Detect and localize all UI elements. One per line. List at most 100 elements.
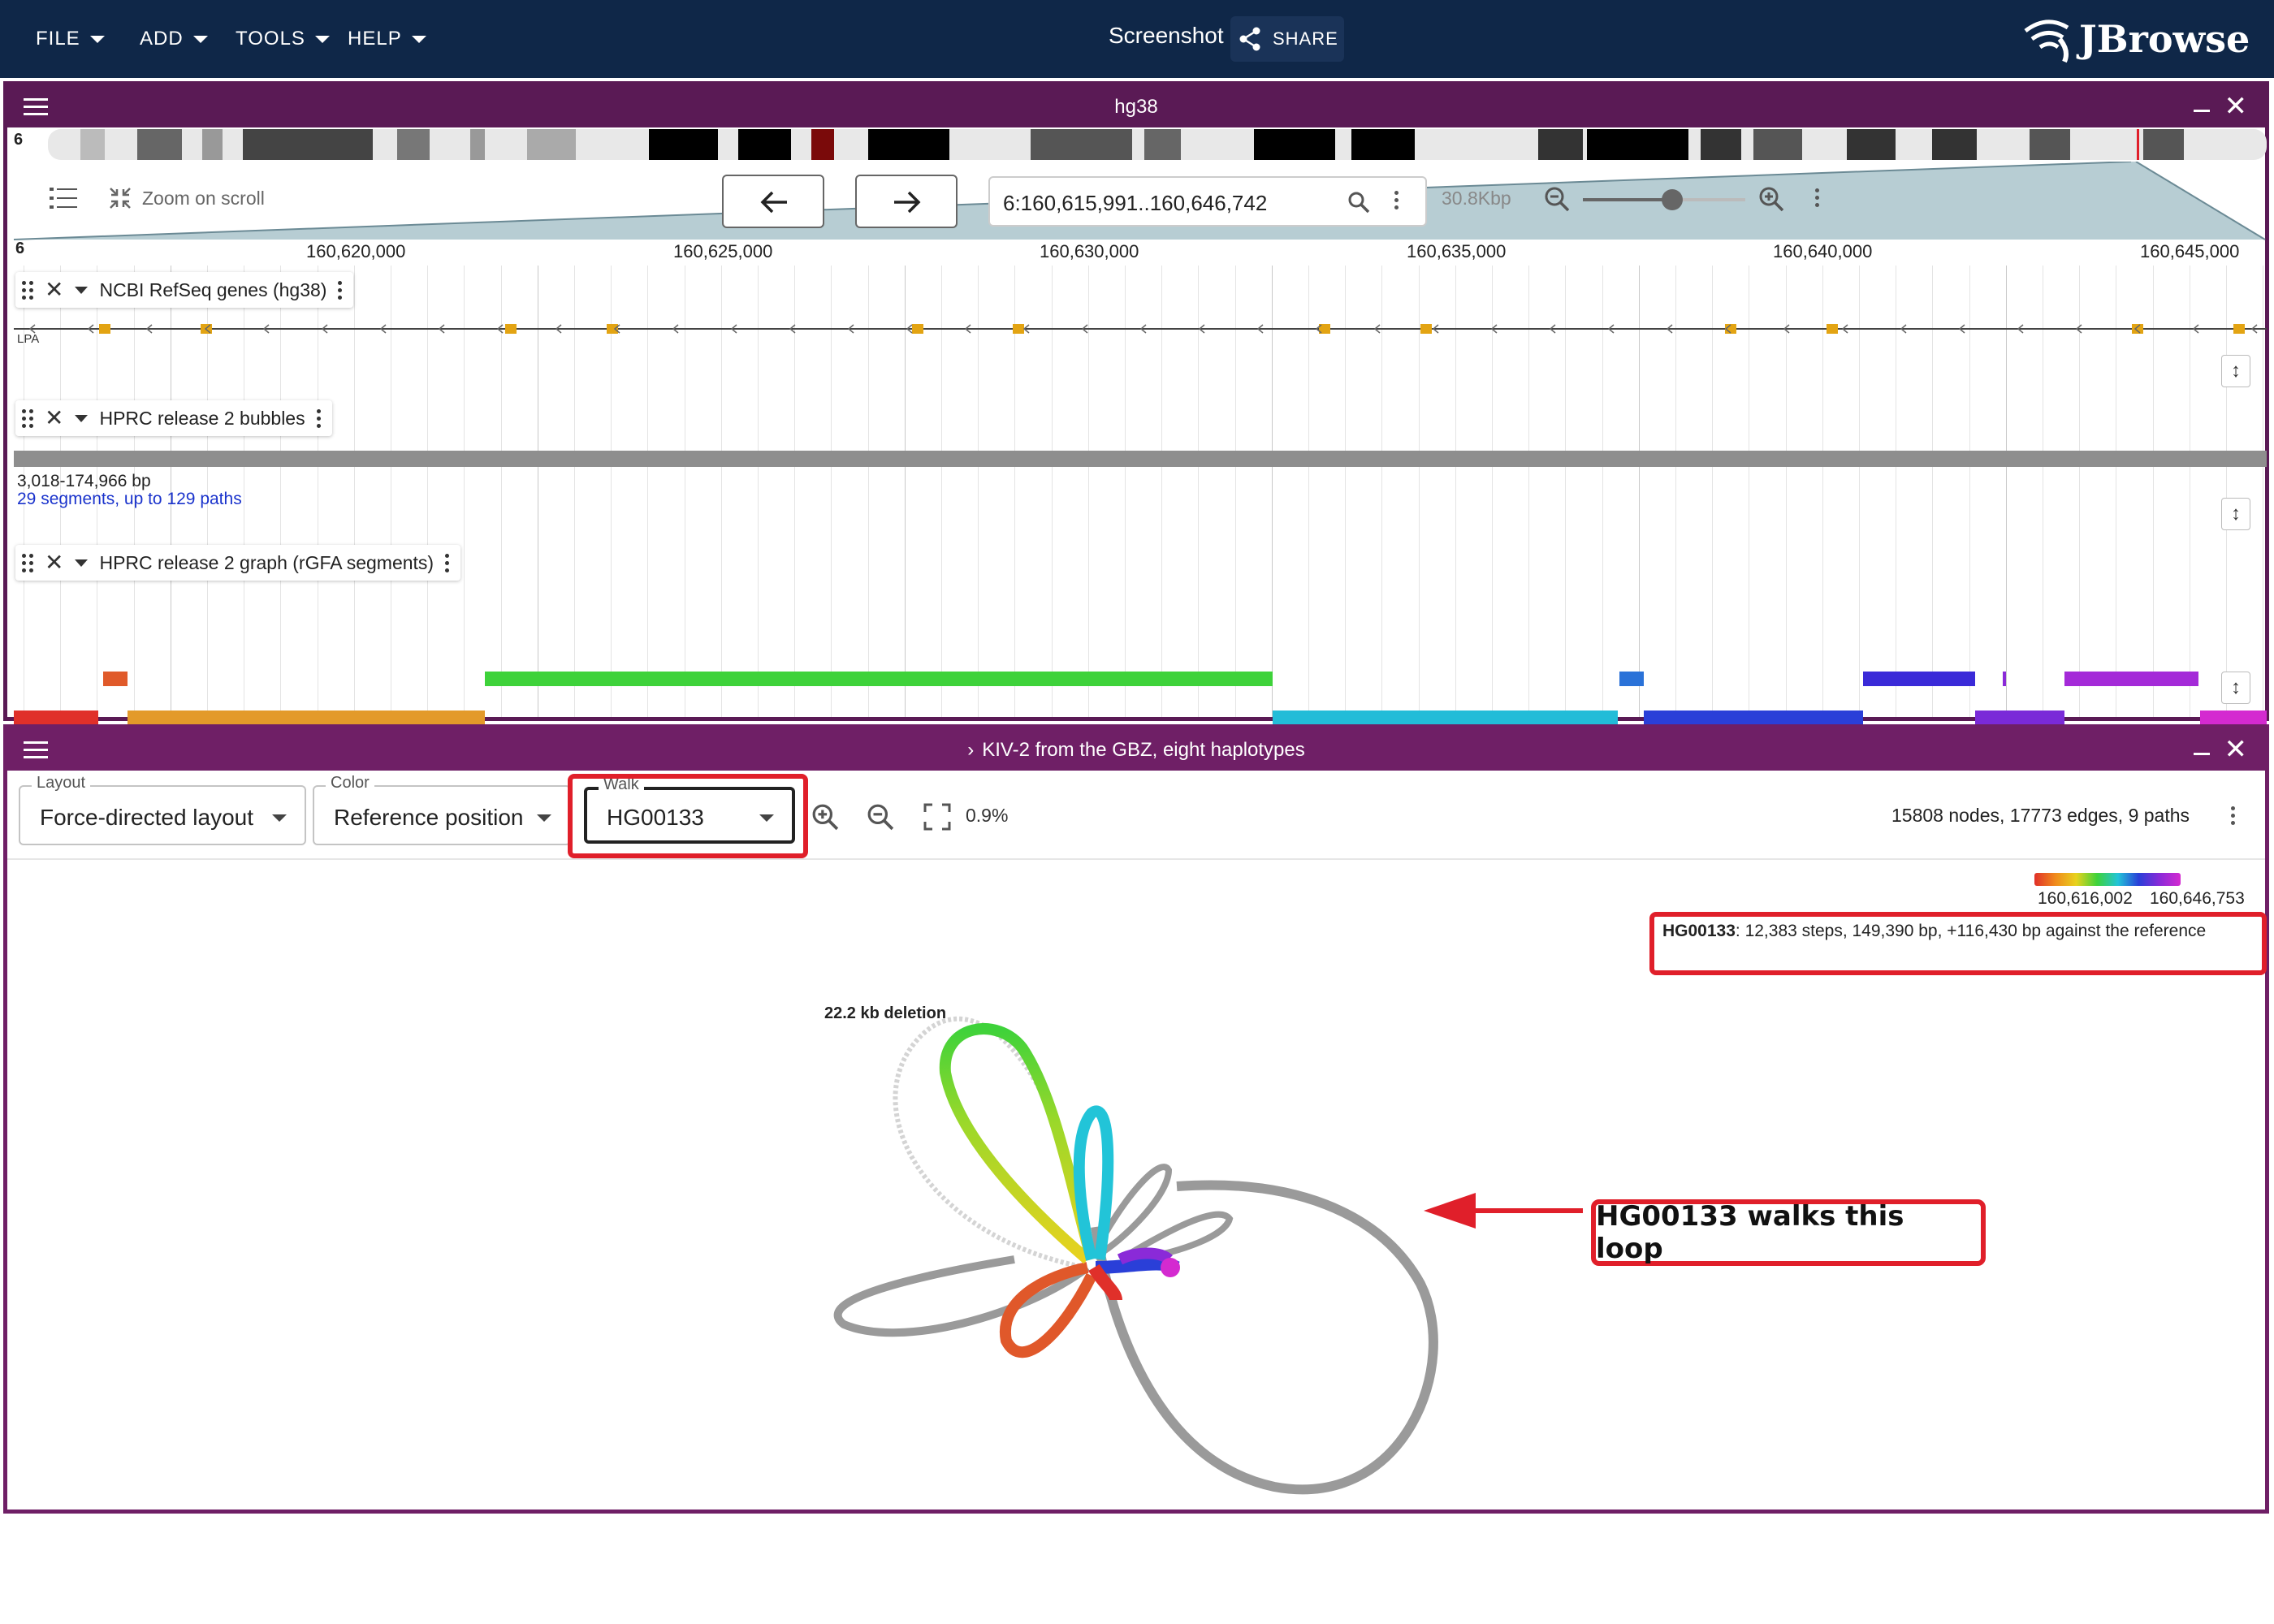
close-track-icon[interactable]: ✕: [45, 550, 64, 575]
share-button[interactable]: SHARE: [1230, 16, 1344, 62]
rgfa-segment[interactable]: [103, 672, 128, 686]
fit-to-view-icon[interactable]: [923, 803, 951, 831]
strand-arrow: [1607, 324, 1615, 334]
gridline: [500, 266, 502, 717]
pan-right-button[interactable]: [855, 175, 958, 228]
ideogram-band: [1847, 129, 1896, 160]
track-list-icon[interactable]: [50, 186, 77, 214]
graph-options-icon[interactable]: [2231, 806, 2235, 825]
ideogram-band: [2143, 129, 2184, 160]
walk-node-magenta: [1161, 1258, 1180, 1277]
ruler[interactable]: 160,620,000 160,625,000 160,630,000 160,…: [7, 240, 2265, 264]
graph-canvas[interactable]: [7, 862, 2265, 1511]
gridline: [1822, 266, 1823, 717]
location-input[interactable]: 6:160,615,991..160,646,742: [1003, 191, 1268, 215]
ruler-tick-label: 160,645,000: [2140, 241, 2240, 261]
strand-arrow: [672, 324, 679, 334]
strand-arrow: [379, 324, 387, 334]
color-select[interactable]: Color Reference position: [313, 774, 571, 845]
track-name: HPRC release 2 graph (rGFA segments): [99, 551, 434, 573]
walked-loop: [1091, 1180, 1438, 1495]
gridline: [2226, 266, 2227, 717]
close-view-icon[interactable]: ✕: [2224, 734, 2248, 765]
gridline: [758, 266, 759, 717]
drag-handle-icon[interactable]: [22, 408, 33, 428]
view-options-icon[interactable]: [1815, 188, 1819, 207]
session-title[interactable]: Screenshot: [1109, 23, 1224, 48]
rgfa-segment[interactable]: [1863, 672, 1975, 686]
grey-petal: [1118, 1211, 1234, 1263]
drag-handle-icon[interactable]: [22, 553, 33, 572]
chevron-down-icon[interactable]: [75, 559, 89, 567]
resize-track-icon[interactable]: ↕: [2221, 498, 2250, 530]
track-menu-icon[interactable]: [445, 553, 450, 572]
gridline: [1528, 266, 1530, 717]
rgfa-segment[interactable]: [1273, 710, 1618, 725]
view-menu-icon[interactable]: [24, 741, 48, 763]
minimize-icon[interactable]: [2194, 753, 2210, 755]
exon: [1013, 324, 1024, 334]
rgfa-segment[interactable]: [1644, 710, 1863, 725]
close-track-icon[interactable]: ✕: [45, 405, 64, 430]
track-label-genes: ✕ NCBI RefSeq genes (hg38): [15, 272, 354, 308]
strand-arrow: [1490, 324, 1498, 334]
gridline: [1455, 266, 1456, 717]
rgfa-segment[interactable]: [2003, 672, 2006, 686]
close-view-icon[interactable]: ✕: [2224, 91, 2248, 122]
gridline: [647, 266, 649, 717]
location-menu-icon[interactable]: [1394, 191, 1399, 209]
help-menu-button[interactable]: HELP: [348, 0, 426, 78]
resize-track-icon[interactable]: ↕: [2221, 355, 2250, 387]
zoom-slider-thumb[interactable]: [1662, 189, 1683, 210]
add-menu-button[interactable]: ADD: [140, 0, 208, 78]
location-search-box[interactable]: 6:160,615,991..160,646,742: [988, 176, 1427, 227]
strand-arrow: [1783, 324, 1790, 334]
minimize-icon[interactable]: [2194, 110, 2210, 112]
ruler-tick-label: 160,630,000: [1040, 241, 1139, 261]
strand-arrow: [438, 324, 445, 334]
track-menu-icon[interactable]: [316, 408, 321, 428]
file-menu-button[interactable]: FILE: [36, 0, 105, 78]
tracks-area: [14, 266, 2267, 717]
chevron-right-icon[interactable]: ›: [967, 739, 975, 761]
pan-left-button[interactable]: [722, 175, 824, 228]
gridline: [1418, 266, 1420, 717]
jbrowse-logo: JBrowse: [2022, 15, 2250, 63]
track-menu-icon[interactable]: [338, 280, 343, 300]
rgfa-segment[interactable]: [2200, 710, 2267, 725]
rgfa-segment[interactable]: [2064, 672, 2198, 686]
chevron-down-icon[interactable]: [75, 286, 89, 294]
gridline: [831, 266, 832, 717]
rgfa-segment[interactable]: [1975, 710, 2064, 725]
chromosome-ideogram[interactable]: [48, 129, 2267, 160]
ideogram-band: [2030, 129, 2070, 160]
zoom-on-scroll-toggle[interactable]: Zoom on scroll: [108, 186, 265, 210]
bubble-feature[interactable]: [14, 451, 2267, 467]
share-label: SHARE: [1273, 28, 1338, 49]
zoom-in-icon[interactable]: [1758, 186, 1784, 212]
zoom-out-icon[interactable]: [867, 803, 894, 831]
drag-handle-icon[interactable]: [22, 280, 33, 300]
rgfa-segment[interactable]: [1619, 672, 1644, 686]
rgfa-segment[interactable]: [128, 710, 485, 725]
tools-menu-button[interactable]: TOOLS: [236, 0, 330, 78]
gene-feature-lpa[interactable]: [14, 266, 2267, 387]
gridline: [464, 266, 465, 717]
search-icon[interactable]: [1347, 191, 1370, 214]
walk-segment-red: [1088, 1263, 1122, 1302]
rgfa-segment[interactable]: [14, 710, 98, 725]
layout-select[interactable]: Layout Force-directed layout: [19, 774, 306, 845]
rgfa-segment[interactable]: [485, 672, 1273, 686]
view-menu-icon[interactable]: [24, 98, 48, 120]
legend-end-label: 160,646,753: [2150, 889, 2245, 908]
toolbar-divider: [7, 858, 2265, 860]
zoom-in-icon[interactable]: [811, 803, 839, 831]
walk-select[interactable]: Walk HG00133: [584, 775, 795, 844]
exon: [2132, 324, 2143, 334]
exon: [1827, 324, 1838, 334]
zoom-out-icon[interactable]: [1544, 186, 1570, 212]
zoom-slider[interactable]: [1583, 189, 1745, 210]
resize-track-icon[interactable]: ↕: [2221, 672, 2250, 704]
chevron-down-icon[interactable]: [75, 414, 89, 422]
close-track-icon[interactable]: ✕: [45, 277, 64, 302]
